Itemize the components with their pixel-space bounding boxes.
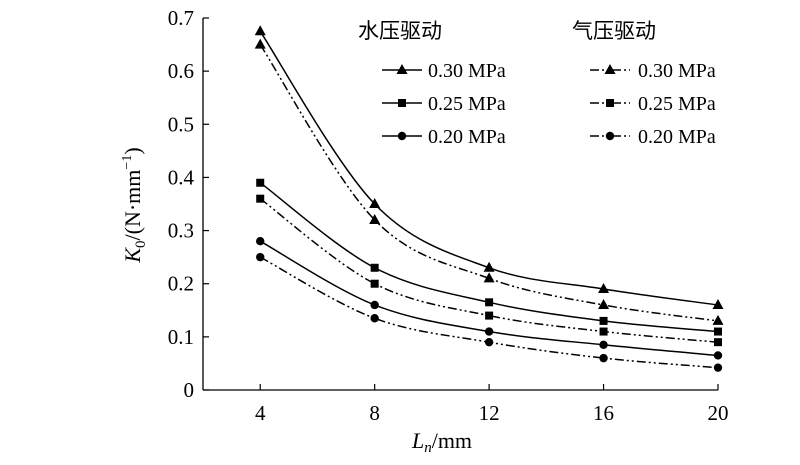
square-marker <box>398 99 406 107</box>
y-axis-title: K0/(N·mm−1) <box>120 147 149 263</box>
triangle-marker <box>604 64 616 74</box>
legend-item: 0.20 MPa <box>590 126 716 148</box>
ticks: 0 0.1 0.2 0.3 0.4 0.5 0.6 0.7 4 8 12 16 20 <box>168 6 729 425</box>
series-5 <box>256 252 723 372</box>
series-1 <box>256 178 722 336</box>
triangle-marker <box>369 213 381 224</box>
y-tick-label: 0 <box>184 378 195 402</box>
y-tick-label: 0.6 <box>168 59 194 83</box>
x-tick-label: 4 <box>255 401 266 425</box>
square-marker <box>485 298 494 307</box>
circle-marker <box>599 340 608 350</box>
series-layer <box>254 25 724 372</box>
square-marker <box>485 311 494 320</box>
triangle-marker <box>254 25 266 36</box>
y-axis-title-exp: −1 <box>120 155 135 170</box>
series-line <box>259 198 719 343</box>
triangle-marker <box>369 198 381 208</box>
circle-marker <box>713 363 723 372</box>
x-tick-label: 20 <box>708 401 729 425</box>
triangle-marker <box>254 38 266 49</box>
legend-items: 0.30 MPa 0.25 MPa 0.20 MPa 0.30 MPa 0.25 MPa… <box>382 60 716 148</box>
y-tick-label: 0.3 <box>168 219 194 243</box>
series-4 <box>256 194 722 347</box>
y-axis-title-main: K <box>120 247 145 264</box>
series-line <box>259 182 719 333</box>
square-marker <box>256 178 265 187</box>
square-marker <box>606 99 614 107</box>
circle-marker <box>484 327 494 336</box>
legend-label: 0.25 MPa <box>638 93 716 115</box>
legend-label: 0.20 MPa <box>638 126 716 148</box>
axes <box>202 18 718 391</box>
circle-marker <box>370 314 379 323</box>
triangle-marker <box>396 64 408 74</box>
y-tick-label: 0.4 <box>168 165 195 189</box>
series-line <box>259 44 719 322</box>
legend-item: 0.25 MPa <box>382 93 506 115</box>
legend-item: 0.30 MPa <box>382 60 506 82</box>
circle-marker <box>599 353 608 363</box>
triangle-marker <box>712 314 724 325</box>
y-tick-label: 0.5 <box>168 112 194 136</box>
circle-marker <box>256 237 265 246</box>
circle-marker <box>605 131 615 141</box>
series-2 <box>256 237 723 360</box>
legend-group-water: 水压驱动 <box>358 19 442 43</box>
legend-group-gas: 气压驱动 <box>572 19 656 43</box>
legend-label: 0.20 MPa <box>428 126 506 148</box>
x-tick-label: 8 <box>369 401 380 425</box>
square-marker <box>370 263 379 272</box>
circle-marker <box>256 252 265 262</box>
triangle-marker <box>598 283 610 294</box>
triangle-marker <box>712 298 724 309</box>
y-tick-label: 0.2 <box>168 272 194 296</box>
legend-label: 0.25 MPa <box>428 93 506 115</box>
x-axis-title: Ln/mm <box>411 428 472 456</box>
x-tick-label: 16 <box>593 401 614 425</box>
square-marker <box>370 279 379 288</box>
x-axis-title-main: L <box>411 428 424 453</box>
y-tick-label: 0.1 <box>168 325 194 349</box>
square-marker <box>714 338 722 347</box>
legend-item: 0.25 MPa <box>590 93 716 115</box>
y-axis-title-unit: /(N·mm <box>120 170 145 241</box>
x-tick-label: 12 <box>479 401 500 425</box>
circle-marker <box>370 300 379 310</box>
x-axis-title-sub: n <box>424 440 432 456</box>
triangle-marker <box>598 298 610 309</box>
y-tick-label: 0.7 <box>168 6 194 30</box>
legend-item: 0.20 MPa <box>382 126 506 148</box>
series-3 <box>254 38 724 325</box>
y-axis-title-sub: 0 <box>133 240 149 248</box>
legend-label: 0.30 MPa <box>428 60 506 82</box>
square-marker <box>256 194 265 203</box>
y-axis-title-close: ) <box>120 147 145 154</box>
circle-marker <box>713 351 723 360</box>
x-axis-title-unit: /mm <box>432 428 472 453</box>
triangle-marker <box>483 261 495 272</box>
series-line <box>259 30 719 306</box>
legend-label: 0.30 MPa <box>638 60 716 82</box>
circle-marker <box>484 337 494 347</box>
legend-item: 0.30 MPa <box>590 60 716 82</box>
circle-marker <box>397 131 407 141</box>
square-marker <box>599 327 608 336</box>
square-marker <box>714 327 722 336</box>
triangle-marker <box>483 272 495 283</box>
square-marker <box>599 316 608 325</box>
series-0 <box>254 25 724 309</box>
